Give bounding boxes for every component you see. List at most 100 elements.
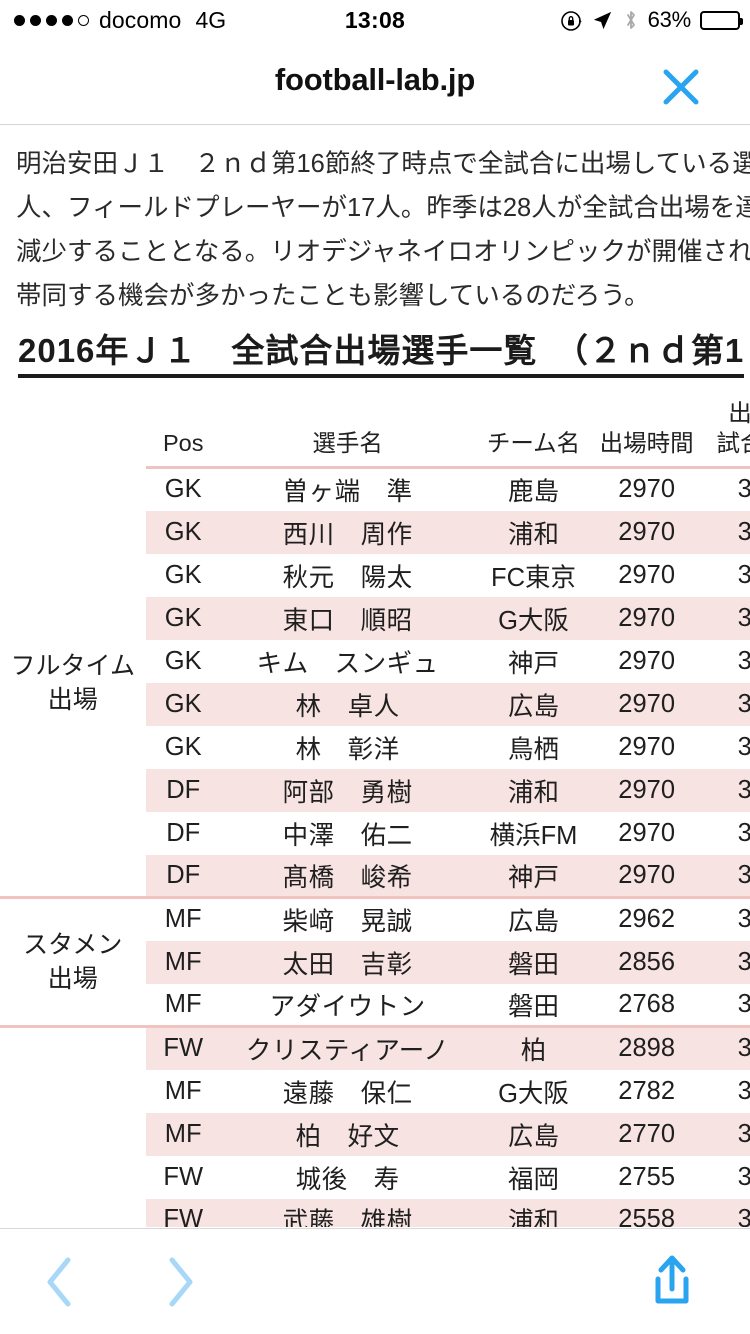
cell-minutes: 2755 [618, 1162, 676, 1191]
status-bar-left: docomo 4G [14, 7, 226, 34]
cell-team: 浦和 [474, 768, 593, 812]
article-line: 人、フィールドプレーヤーが17人。昨季は28人が全試合出場を達成 [16, 194, 750, 222]
cell-pos: FW [145, 1198, 221, 1227]
cell-minutes: 2970 [592, 682, 701, 726]
table-row: FW 城後 寿 福岡 2755 33 [0, 1156, 750, 1199]
close-icon[interactable] [658, 64, 704, 110]
cell-games: 33 [700, 854, 750, 898]
carrier-label: docomo [99, 6, 182, 33]
stats-table-head: Pos 選手名 チーム名 出場時間 出場試合数 スタ回 [0, 398, 750, 469]
battery-percent-label: 63% [647, 7, 692, 32]
cell-pos: MF [145, 940, 221, 984]
cell-games: 33 [700, 1112, 750, 1156]
cell-minutes: 2770 [592, 1112, 701, 1156]
article-line: 帯同する機会が多かったことも影響しているのだろう。 [16, 282, 650, 310]
forward-chevron-icon[interactable] [120, 1252, 240, 1312]
cell-minutes: 2768 [618, 989, 676, 1018]
col-header-minutes: 出場時間 [592, 398, 701, 469]
cell-name: 中澤 佑二 [282, 821, 413, 850]
cell-team: 広島 [474, 896, 593, 941]
cell-games: 33 [737, 560, 750, 589]
battery-icon [700, 10, 743, 30]
browser-title-bar: football-lab.jp [0, 40, 750, 125]
table-row: GK 秋元 陽太 FC東京 2970 33 [0, 554, 750, 597]
location-arrow-icon [591, 9, 614, 32]
cell-pos: DF [145, 854, 221, 898]
cell-name: 秋元 陽太 [282, 563, 413, 592]
cell-games: 33 [700, 1025, 750, 1070]
cell-minutes: 2782 [618, 1076, 676, 1105]
cell-games: 33 [700, 1198, 750, 1227]
col-header-games: 出場試合数 [700, 398, 750, 469]
table-row: GK キム スンギュ 神戸 2970 33 [0, 640, 750, 683]
cell-name: 太田 吉彰 [220, 940, 475, 984]
col-header-group [0, 398, 146, 469]
signal-strength-icon [14, 14, 89, 26]
back-chevron-icon[interactable] [0, 1252, 120, 1312]
cell-minutes: 2970 [592, 596, 701, 640]
cell-games: 33 [700, 596, 750, 640]
stats-table: Pos 選手名 チーム名 出場時間 出場試合数 スタ回 フルタイム出場GK曽ヶ端… [0, 398, 750, 1227]
cell-team: FC東京 [491, 563, 576, 592]
cell-minutes: 2962 [592, 896, 701, 941]
cell-games: 33 [700, 510, 750, 554]
cell-team: G大阪 [474, 596, 593, 640]
cell-name: 城後 寿 [295, 1165, 400, 1194]
stats-table-container: 2016年Ｊ１ 全試合出場選手一覧 （２ｎｄ第1 Pos 選手名 チーム名 出場… [0, 312, 750, 1227]
cell-minutes: 2970 [592, 510, 701, 554]
cell-team: 横浜FM [489, 821, 578, 850]
table-row: GK林 卓人広島297033 [0, 682, 750, 726]
cell-team: 鳥栖 [507, 735, 559, 764]
row-group-label: スタメン 出場 [0, 896, 146, 1027]
cell-pos: GK [164, 560, 202, 589]
cell-games: 33 [737, 989, 750, 1018]
rotation-lock-icon [560, 9, 582, 31]
cell-pos: DF [145, 768, 221, 812]
bluetooth-icon [623, 8, 639, 32]
cell-minutes: 2970 [592, 768, 701, 812]
cell-team: 広島 [474, 682, 593, 726]
cell-pos: GK [164, 475, 202, 504]
stats-table-title: 2016年Ｊ１ 全試合出場選手一覧 （２ｎｄ第1 [18, 324, 745, 378]
cell-team: G大阪 [498, 1079, 569, 1108]
network-type-label: 4G [195, 6, 227, 33]
cell-games: 33 [737, 1076, 750, 1105]
cell-name: アダイウトン [269, 992, 426, 1021]
cell-pos: GK [145, 682, 221, 726]
cell-name: 曽ヶ端 準 [282, 478, 413, 507]
cell-team: 磐田 [474, 940, 593, 984]
cell-games: 33 [737, 1162, 750, 1191]
cell-games: 33 [700, 682, 750, 726]
cell-team: 磐田 [507, 992, 559, 1021]
cell-games: 33 [737, 818, 750, 847]
status-bar-right: 63% [560, 0, 743, 40]
cell-minutes: 2970 [618, 818, 676, 847]
cell-team: 浦和 [474, 510, 593, 554]
share-icon[interactable] [612, 1253, 732, 1311]
table-row: GK 林 彰洋 鳥栖 2970 33 [0, 726, 750, 769]
cell-games: 33 [700, 940, 750, 984]
article-line: 減少することとなる。リオデジャネイロオリンピックが開催された [16, 238, 750, 266]
browser-toolbar [0, 1228, 750, 1334]
cell-pos: GK [164, 732, 202, 761]
cell-name: 林 彰洋 [295, 735, 400, 764]
cell-minutes: 2856 [592, 940, 701, 984]
cell-pos: MF [164, 1076, 202, 1105]
cell-name: 武藤 雄樹 [220, 1198, 475, 1227]
cell-games: 33 [700, 896, 750, 941]
cell-pos: FW [163, 1162, 204, 1191]
cell-team: 鹿島 [507, 478, 559, 507]
table-row: FWクリスティアーノ柏289833 [0, 1025, 750, 1227]
cell-name: 東口 順昭 [220, 596, 475, 640]
cell-name: 柏 好文 [220, 1112, 475, 1156]
cell-games: 33 [737, 732, 750, 761]
cell-minutes: 2970 [618, 646, 676, 675]
